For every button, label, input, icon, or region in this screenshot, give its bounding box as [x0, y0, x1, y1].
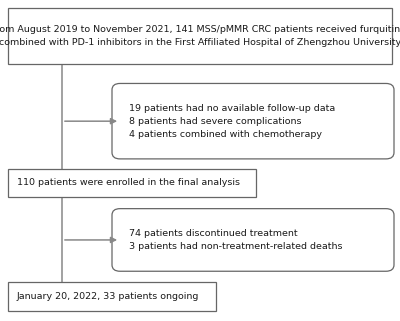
Text: 19 patients had no available follow-up data
8 patients had severe complications
: 19 patients had no available follow-up d… [129, 104, 335, 139]
Text: January 20, 2022, 33 patients ongoing: January 20, 2022, 33 patients ongoing [17, 292, 199, 301]
FancyBboxPatch shape [112, 209, 394, 271]
Text: 110 patients were enrolled in the final analysis: 110 patients were enrolled in the final … [17, 178, 240, 187]
FancyBboxPatch shape [8, 8, 392, 64]
FancyBboxPatch shape [8, 282, 216, 311]
Text: From August 2019 to November 2021, 141 MSS/pMMR CRC patients received furquitini: From August 2019 to November 2021, 141 M… [0, 25, 400, 47]
FancyBboxPatch shape [112, 83, 394, 159]
FancyBboxPatch shape [8, 169, 256, 197]
Text: 74 patients discontinued treatment
3 patients had non-treatment-related deaths: 74 patients discontinued treatment 3 pat… [129, 229, 342, 251]
